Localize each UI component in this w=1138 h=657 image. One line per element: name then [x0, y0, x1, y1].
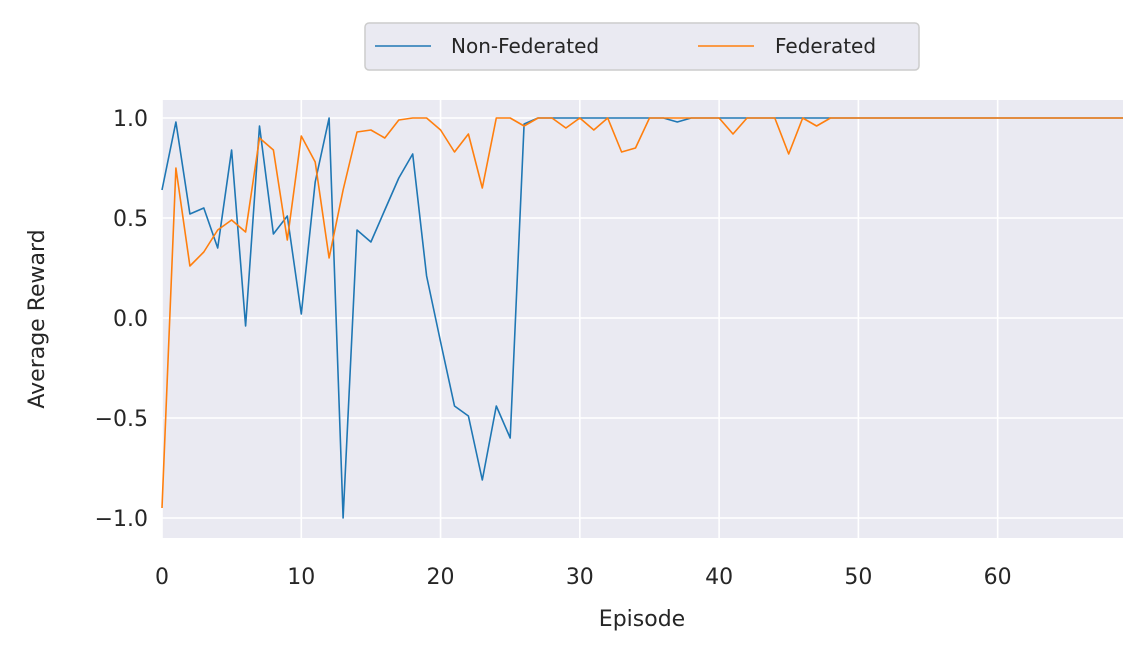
legend-label-non-federated: Non-Federated	[451, 34, 599, 58]
y-axis-label: Average Reward	[25, 229, 50, 408]
y-tick-labels: −1.0 −0.5 0.0 0.5 1.0	[95, 107, 148, 532]
legend: Non-Federated Federated	[364, 22, 920, 71]
x-tick-label: 0	[155, 565, 169, 590]
y-tick-label: 0.0	[113, 307, 148, 332]
x-tick-label: 10	[287, 565, 315, 590]
x-tick-labels: 0 10 20 30 40 50 60	[155, 565, 1012, 590]
x-tick-label: 30	[566, 565, 594, 590]
y-tick-label: 0.5	[113, 207, 148, 232]
y-tick-label: 1.0	[113, 107, 148, 132]
y-tick-label: −0.5	[95, 407, 148, 432]
x-tick-label: 20	[427, 565, 455, 590]
legend-label-federated: Federated	[775, 34, 876, 58]
x-tick-label: 40	[705, 565, 733, 590]
legend-box	[364, 22, 920, 71]
y-tick-label: −1.0	[95, 507, 148, 532]
x-axis-label: Episode	[599, 607, 685, 632]
x-tick-label: 50	[844, 565, 872, 590]
x-tick-label: 60	[984, 565, 1012, 590]
plot-background	[162, 100, 1123, 538]
series-line-federated	[161, 117, 1123, 509]
series-layer	[161, 117, 1123, 519]
grid-lines	[161, 100, 1123, 538]
